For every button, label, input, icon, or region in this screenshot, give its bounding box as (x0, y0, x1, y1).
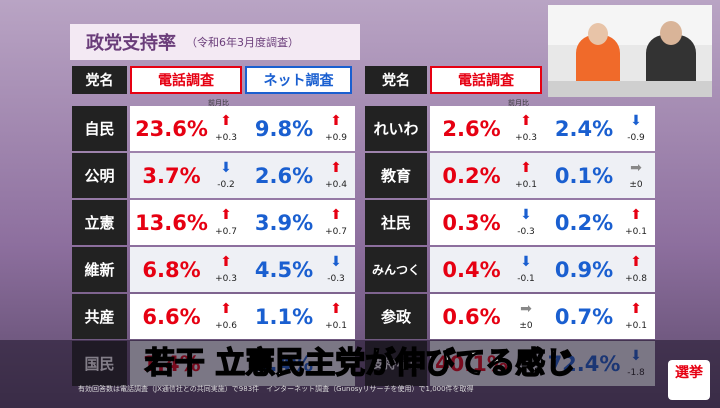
change-value: +0.1 (325, 321, 347, 331)
party-name: みんつく (365, 247, 427, 292)
change-value: +0.4 (325, 180, 347, 190)
phone-value: 2.6% (442, 116, 501, 141)
change-value: +0.7 (325, 227, 347, 237)
change-arrow: ⬆ (330, 207, 342, 223)
row-bg (430, 106, 655, 151)
change-value: -0.1 (517, 274, 535, 284)
caption: 若干 立憲民主党が伸びてる感じ (144, 345, 576, 382)
change-arrow: ⬆ (630, 254, 642, 270)
net-value: 1.1% (254, 304, 314, 329)
row-bg (430, 247, 655, 292)
phone-value: 3.7% (142, 163, 201, 188)
row-bg (130, 106, 355, 151)
party-name: 社民 (365, 200, 427, 245)
row-bg (130, 294, 355, 339)
change-arrow: ⬆ (220, 113, 232, 129)
party-name: 維新 (72, 247, 127, 292)
change-arrow: ⬇ (630, 113, 642, 129)
change-arrow: ⬇ (520, 207, 532, 223)
change-arrow: ⬆ (330, 113, 342, 129)
net-value: 9.8% (254, 116, 314, 141)
party-name: 自民 (72, 106, 127, 151)
change-arrow: ⬆ (330, 301, 342, 317)
change-arrow: ⬆ (220, 301, 232, 317)
title-box: 政党支持率 （令和6年3月度調査） (70, 24, 360, 60)
change-value: +0.7 (215, 227, 237, 237)
column-header: 電話調査 (430, 66, 542, 94)
change-arrow: ⬇ (330, 254, 342, 270)
change-arrow: ⬆ (630, 301, 642, 317)
footnote: 有効回答数は電話調査（JX通信社との共同実施）で983件 インターネット調査（G… (78, 385, 474, 393)
row-bg (430, 200, 655, 245)
change-value: -0.3 (327, 274, 345, 284)
change-arrow: ⬇ (220, 160, 232, 176)
title: 政党支持率 (86, 33, 176, 54)
change-value: +0.9 (325, 133, 347, 143)
phone-value: 0.3% (442, 210, 501, 235)
change-arrow: ⬆ (630, 207, 642, 223)
row-bg (430, 153, 655, 198)
change-value: ±0 (629, 180, 643, 190)
change-value: -0.3 (517, 227, 535, 237)
change-arrow: ➡ (630, 160, 642, 176)
video-inset (548, 5, 712, 97)
net-value: 0.1% (554, 163, 614, 188)
party-name: 参政 (365, 294, 427, 339)
column-header: 電話調査 (130, 66, 242, 94)
change-value: +0.3 (215, 274, 237, 284)
row-bg (130, 247, 355, 292)
change-value: +0.8 (625, 274, 647, 284)
change-value: +0.1 (625, 321, 647, 331)
party-name: れいわ (365, 106, 427, 151)
phone-value: 23.6% (135, 116, 208, 141)
party-name: 公明 (72, 153, 127, 198)
change-value: -0.9 (627, 133, 645, 143)
column-header: 党名 (72, 66, 127, 94)
change-value: +0.1 (625, 227, 647, 237)
phone-value: 0.2% (442, 163, 501, 188)
column-header: ネット調査 (245, 66, 352, 94)
change-value: ±0 (519, 321, 533, 331)
party-name: 教育 (365, 153, 427, 198)
party-name: 立憲 (72, 200, 127, 245)
net-value: 0.9% (554, 257, 614, 282)
change-value: +0.3 (515, 133, 537, 143)
change-arrow: ⬆ (520, 113, 532, 129)
row-bg (130, 200, 355, 245)
change-value: +0.6 (215, 321, 237, 331)
change-arrow: ⬆ (330, 160, 342, 176)
net-value: 2.4% (554, 116, 614, 141)
change-label: 前月比 (208, 99, 229, 107)
net-value: 0.2% (554, 210, 614, 235)
change-arrow: ➡ (520, 301, 532, 317)
change-arrow: ⬆ (520, 160, 532, 176)
column-header: 党名 (365, 66, 427, 94)
net-value: 0.7% (554, 304, 614, 329)
row-bg (430, 294, 655, 339)
phone-value: 6.6% (142, 304, 201, 329)
logo: 選挙 (668, 360, 710, 400)
change-value: +0.1 (515, 180, 537, 190)
net-value: 4.5% (254, 257, 314, 282)
change-arrow: ⬆ (220, 207, 232, 223)
row-bg (130, 153, 355, 198)
change-label: 前月比 (508, 99, 529, 107)
phone-value: 0.6% (442, 304, 501, 329)
net-value: 2.6% (254, 163, 314, 188)
phone-value: 13.6% (135, 210, 208, 235)
caption-band (0, 340, 720, 408)
subtitle: （令和6年3月度調査） (186, 36, 299, 49)
change-value: +0.3 (215, 133, 237, 143)
net-value: 3.9% (254, 210, 314, 235)
change-value: -0.2 (217, 180, 235, 190)
change-arrow: ⬆ (220, 254, 232, 270)
phone-value: 0.4% (442, 257, 501, 282)
party-name: 共産 (72, 294, 127, 339)
phone-value: 6.8% (142, 257, 201, 282)
change-arrow: ⬇ (520, 254, 532, 270)
